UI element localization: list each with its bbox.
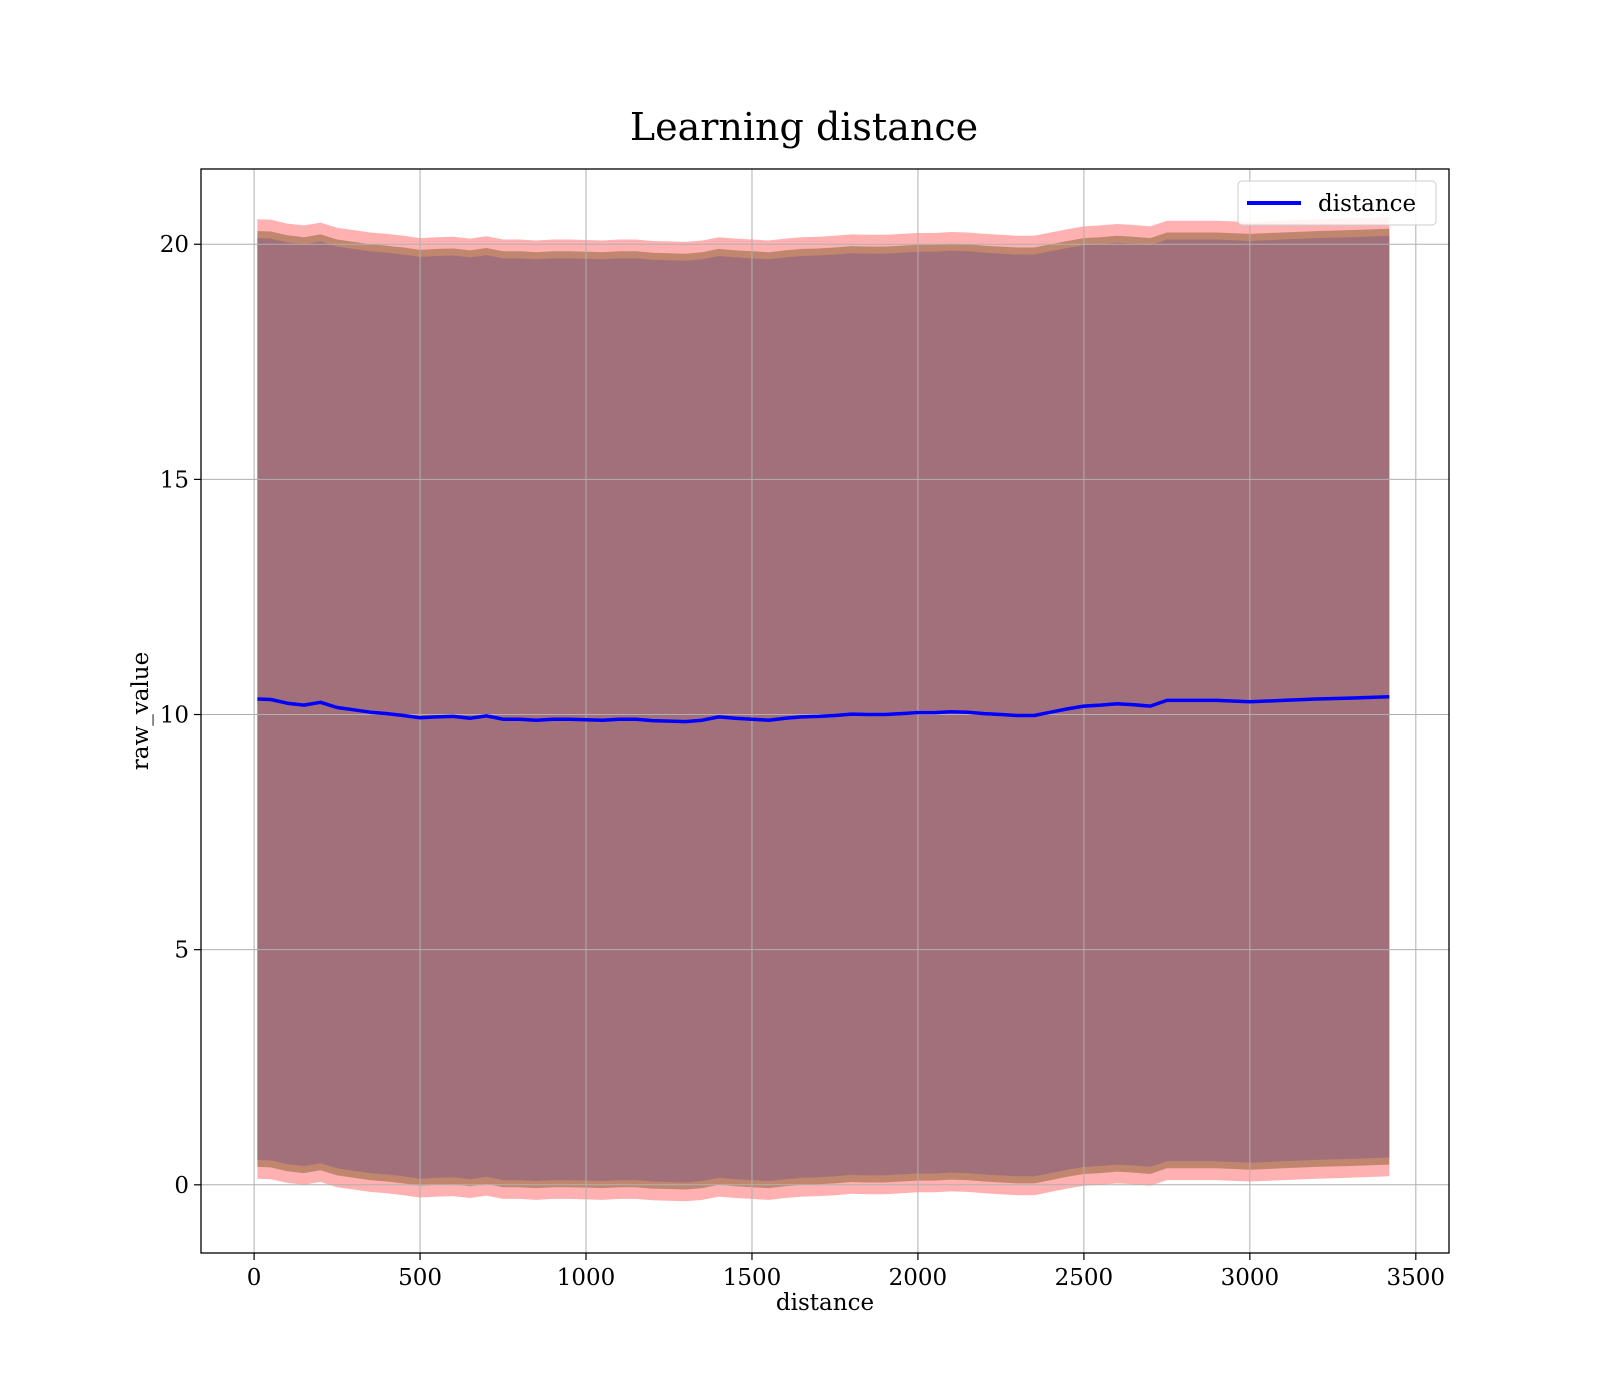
x-tick-label: 2500: [1055, 1265, 1114, 1291]
band-inner: [257, 235, 1390, 1183]
y-tick-label: 15: [160, 467, 189, 493]
series-line-distance: [257, 694, 1390, 724]
plot-frame: [200, 168, 1450, 1254]
x-tick-label: 2000: [889, 1265, 948, 1291]
legend-label: distance: [1318, 191, 1416, 217]
confidence-bands: [257, 217, 1390, 1202]
x-tick-label: 1000: [557, 1265, 616, 1291]
legend: distance: [1237, 180, 1437, 226]
x-tick-label: 3500: [1387, 1265, 1446, 1291]
y-tick-label: 0: [174, 1173, 189, 1199]
y-axis-label: raw_value: [128, 652, 154, 770]
x-axis-label: distance: [776, 1290, 874, 1316]
y-tick-label: 10: [160, 703, 189, 729]
series-layer: [257, 694, 1390, 724]
x-tick-label: 500: [398, 1265, 442, 1291]
x-tick-label: 3000: [1221, 1265, 1280, 1291]
x-tick-label: 1500: [723, 1265, 782, 1291]
y-tick-label: 5: [174, 938, 189, 964]
legend-box: [1237, 180, 1437, 226]
y-axis-ticks: 0 5 10 15 20: [160, 232, 201, 1199]
y-tick-label: 20: [160, 232, 189, 258]
x-tick-label: 0: [247, 1265, 262, 1291]
x-axis-ticks: 0 500 1000 1500 2000 2500 3000 3500: [247, 1253, 1445, 1291]
chart-title: Learning distance: [630, 105, 978, 149]
